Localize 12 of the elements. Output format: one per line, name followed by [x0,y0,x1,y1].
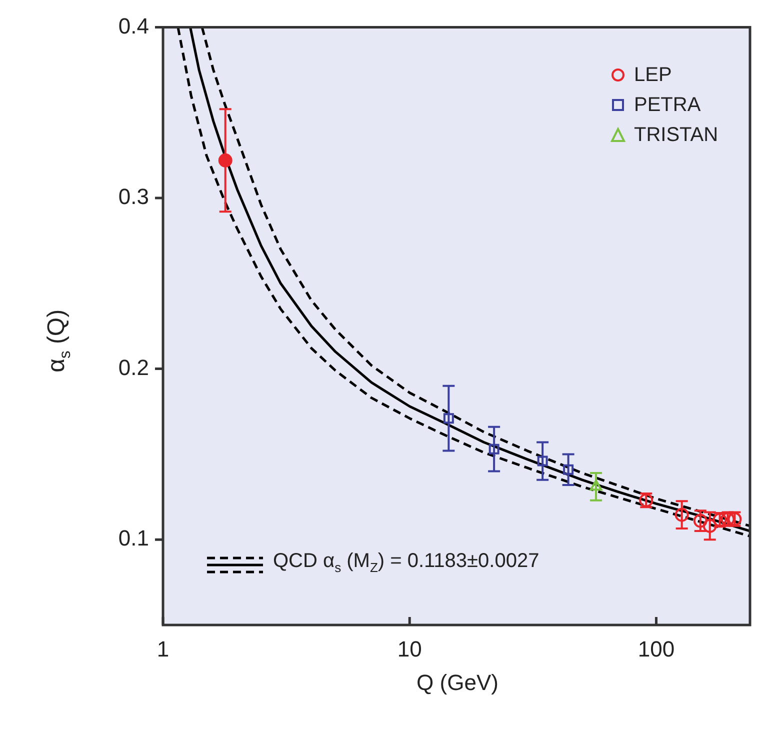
legend-label: PETRA [634,93,701,118]
y-tick-label: 0.4 [118,13,149,38]
x-axis-title: Q (GeV) [416,670,500,696]
x-tick-label: 10 [397,636,422,662]
y-tick-label: 0.1 [118,526,149,551]
legend-label: LEP [634,63,672,88]
x-tick-label: 1 [156,636,170,662]
legend-label: QCD α$_{s}$ (M$_{Z}$) = 0.1183±0.0027 [273,549,540,577]
x-tick-label: 100 [638,636,675,662]
y-tick-label: 0.3 [118,184,149,210]
legend-label: TRISTAN [634,123,718,148]
y-tick-label: 0.2 [118,354,149,380]
